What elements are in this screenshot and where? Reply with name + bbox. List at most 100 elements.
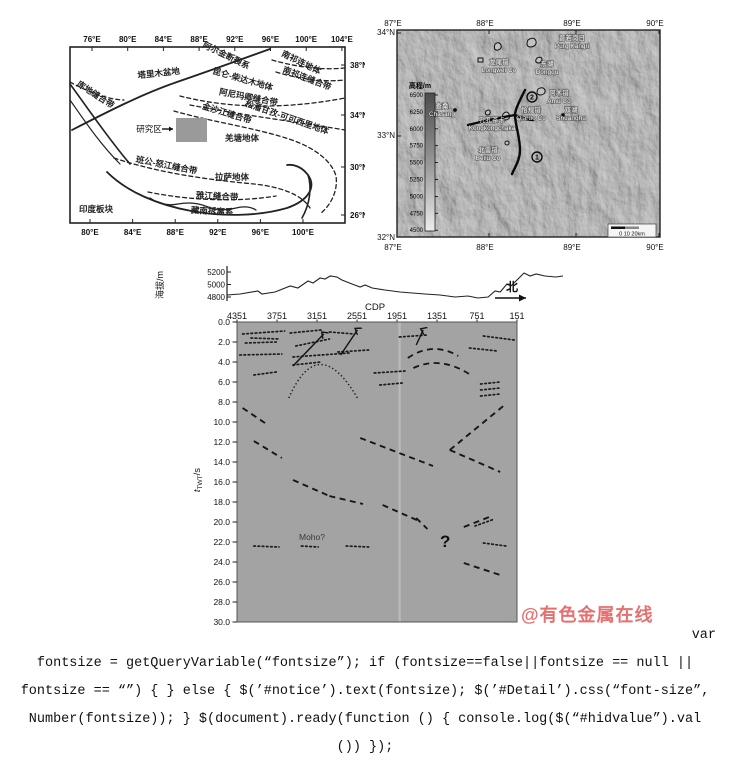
place-label-en: Dongqu <box>536 69 559 76</box>
reflector-dotted <box>474 518 496 527</box>
reflector-dotted <box>300 545 320 548</box>
bangong-nujiang-suture <box>113 157 311 209</box>
study-area-rect <box>176 118 207 142</box>
right-map-left-tick: 33°N <box>377 131 395 140</box>
line-number: 2 <box>530 95 534 102</box>
relief-frame <box>396 29 661 238</box>
code-line-1: var <box>691 628 716 643</box>
cdp-tick-labels: 4351 3751 3151 2551 1951 1351 751 151 <box>227 311 525 322</box>
hohxil-line <box>189 104 346 131</box>
colorbar-tick-label: 5500 <box>410 161 424 167</box>
left-map-right-tick: 26°N <box>350 211 365 220</box>
colorbar-tick-label: 6000 <box>410 127 424 133</box>
left-map-top-tick: 100°E <box>295 35 318 44</box>
reflector-dotted <box>345 545 370 548</box>
left-map-top-tick: 76°E <box>83 35 101 44</box>
twt-tick-label: 0.0 <box>218 317 230 327</box>
reflector-dotted <box>238 353 283 356</box>
north-indicator: 北 <box>495 279 526 302</box>
left-map-top-tick: 92°E <box>226 35 244 44</box>
cdp-tick-label: 1951 <box>387 311 407 321</box>
line-number-circle <box>526 91 538 103</box>
colorbar-tick-label: 6250 <box>410 110 424 116</box>
twt-tick-label: 22.0 <box>213 537 230 547</box>
right-map-top-tick: 88°E <box>476 19 493 28</box>
place-label-cn: 普若岗日 <box>559 33 585 42</box>
profile-tick-label: 4800 <box>207 293 225 302</box>
syntaxis-line <box>301 174 311 219</box>
reflector-dotted <box>373 370 406 374</box>
watermark: @有色金属在线 <box>521 605 654 625</box>
colorbar-tick-label: 5250 <box>410 178 424 184</box>
lake-small-1 <box>477 57 484 63</box>
page-script-text: var fontsize = getQueryVariable(“fontsiz… <box>0 622 730 762</box>
fault-line <box>292 334 324 367</box>
colorbar-tick-label: 5000 <box>410 194 424 200</box>
place-label-cn: 阿木错 <box>549 88 569 97</box>
left-map-bottom-tick: 88°E <box>166 228 184 237</box>
scale-bar-text: 0 10 20km <box>619 232 645 238</box>
reflector-dotted <box>328 331 356 335</box>
fault-line <box>415 330 423 346</box>
right-map-bottom-tick: 87°E <box>384 243 401 252</box>
chasang-marker <box>453 108 457 112</box>
right-map-axis-labels: 87°E 88°E 89°E 90°E 87°E 88°E 89°E 90°E 34°N 33°N… <box>377 19 664 252</box>
lake-dongqu <box>535 56 543 64</box>
terrane-label: 塔里木盆地 <box>137 66 181 80</box>
map-frame <box>69 46 346 224</box>
terrane-label: 羌塘地体 <box>225 133 260 143</box>
place-label-en: Qiaruo Co <box>516 115 546 122</box>
lake-purog-kangri <box>526 37 537 48</box>
reflector-dotted <box>292 361 322 366</box>
twt-tick-label: 24.0 <box>213 557 230 567</box>
place-label-cn: 龙尾错 <box>489 57 509 66</box>
right-map-bottom-tick: 89°E <box>563 243 580 252</box>
reflector-dotted <box>252 371 278 376</box>
reflector-dashed <box>449 449 501 473</box>
line-number: 1 <box>535 155 539 162</box>
left-map-top-tick: 96°E <box>262 35 280 44</box>
arch-dotted <box>288 363 359 399</box>
place-label-cn: 北雷错 <box>478 145 498 154</box>
relief-map: 高程/m 6500 6250 6000 5750 5500 5250 5000 4750 450… <box>377 19 664 252</box>
twt-tick-label: 30.0 <box>213 617 230 627</box>
reflector-dotted <box>479 393 502 397</box>
code-line-3: fontsize == “”) { } else { $(’#notice’).… <box>20 684 710 699</box>
left-map-bottom-tick: 100°E <box>292 228 315 237</box>
reflector-dashed <box>242 407 266 424</box>
lake-amu-co <box>536 87 546 96</box>
karakoram-fault <box>69 83 131 165</box>
left-map-top-tick: 104°E <box>331 35 354 44</box>
place-label-en: Chasang <box>429 111 455 118</box>
survey-lines <box>466 88 535 176</box>
right-map-bottom-tick: 88°E <box>476 243 493 252</box>
reflector-dotted <box>479 387 502 391</box>
terrane-label: 拉萨地体 <box>215 172 250 182</box>
reflector-dashed <box>253 440 283 459</box>
relief-texture <box>397 30 660 237</box>
code-line-5: ()) }); <box>336 740 394 755</box>
reflector-dashed <box>329 495 364 505</box>
twt-tick-label: 6.0 <box>218 377 230 387</box>
left-map-bottom-tick: 80°E <box>81 228 99 237</box>
scale-bar: 0 10 20km <box>607 223 657 238</box>
left-map-bottom-tick: 96°E <box>252 228 270 237</box>
place-label-en: Kongkongchaka <box>469 125 516 132</box>
altyn-tagh-fault <box>71 48 271 131</box>
scale-bar-seg2 <box>625 226 639 229</box>
place-label-en: Longwei Co <box>482 67 517 74</box>
reflector-dotted <box>241 330 286 335</box>
profile-tick-label: 5000 <box>207 281 225 290</box>
place-label-en: Purg Kangri <box>555 43 589 50</box>
right-map-top-tick: 89°E <box>563 19 580 28</box>
section-seam <box>398 322 401 622</box>
moho-label: Moho? <box>299 532 325 542</box>
colorbar-tick-label: 6500 <box>410 93 424 99</box>
reflector-dashed <box>463 515 493 528</box>
study-area-callout: 研究区 <box>136 124 173 134</box>
study-area-arrowhead <box>169 126 173 132</box>
twt-tick-label: 18.0 <box>213 497 230 507</box>
reflector-dashed <box>463 562 501 576</box>
yajiang-suture <box>147 191 277 201</box>
